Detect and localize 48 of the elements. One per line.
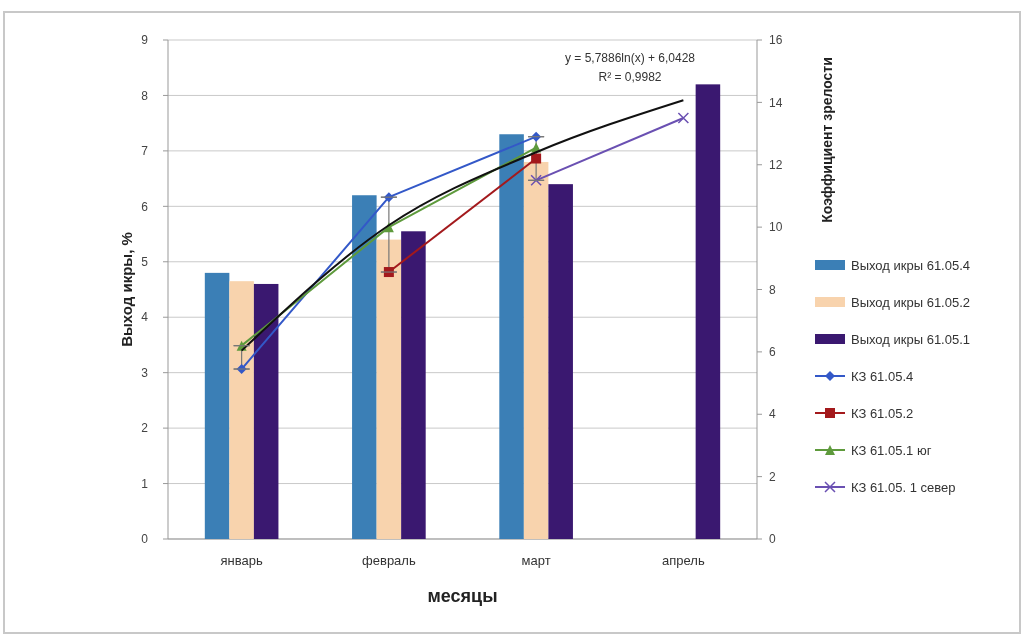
bar bbox=[548, 184, 573, 539]
legend-label: КЗ 61.05.4 bbox=[851, 368, 914, 384]
legend-label: Выход икры 61.05.2 bbox=[851, 294, 971, 310]
y2-tick-label: 4 bbox=[769, 407, 776, 422]
legend-label: Выход икры 61.05.1 bbox=[851, 331, 971, 347]
bar bbox=[352, 195, 377, 539]
legend-label: КЗ 61.05.2 bbox=[851, 405, 914, 421]
bar bbox=[376, 239, 402, 539]
y-tick-label: 1 bbox=[141, 476, 149, 491]
y-tick-label: 7 bbox=[141, 144, 149, 159]
bar bbox=[229, 281, 254, 539]
y2-tick-label: 0 bbox=[769, 532, 776, 547]
y2-tick-label: 6 bbox=[769, 345, 776, 360]
y2-tick-label: 14 bbox=[769, 95, 783, 110]
bar bbox=[204, 272, 230, 539]
annotation: R² = 0,9982 bbox=[598, 70, 662, 84]
legend-label: КЗ 61.05. 1 север bbox=[851, 479, 956, 495]
bar bbox=[499, 134, 524, 539]
y-tick-label: 9 bbox=[141, 33, 149, 48]
bar bbox=[695, 84, 721, 539]
legend-label: КЗ 61.05.1 юг bbox=[851, 442, 932, 458]
y2-tick-label: 2 bbox=[769, 469, 776, 484]
point bbox=[530, 174, 542, 187]
y2-tick-label: 8 bbox=[769, 282, 776, 297]
x-tick-label: февраль bbox=[362, 553, 416, 568]
y-tick-label: 8 bbox=[141, 88, 149, 103]
x-tick-label: апрель bbox=[662, 553, 705, 568]
y-axis-title: Выход икры, % bbox=[118, 232, 135, 347]
y2-axis-title: Коэффициент зрелости bbox=[819, 57, 835, 223]
bar bbox=[523, 161, 549, 539]
x-tick-label: март bbox=[521, 553, 551, 568]
legend-label: Выход икры 61.05.4 bbox=[851, 257, 971, 273]
y-tick-label: 2 bbox=[141, 421, 149, 436]
bar bbox=[401, 231, 426, 539]
y-tick-label: 5 bbox=[141, 254, 149, 269]
x-axis-title: месяцы bbox=[427, 586, 498, 606]
y-tick-label: 6 bbox=[141, 199, 149, 214]
bar bbox=[253, 283, 279, 539]
y2-tick-label: 16 bbox=[769, 33, 783, 48]
point bbox=[677, 112, 690, 124]
x-tick-label: январь bbox=[220, 553, 263, 568]
annotation: y = 5,7886ln(x) + 6,0428 bbox=[564, 51, 696, 65]
y-tick-label: 0 bbox=[141, 532, 149, 547]
y2-tick-label: 10 bbox=[769, 220, 783, 235]
y-tick-label: 4 bbox=[141, 310, 149, 325]
point bbox=[531, 153, 542, 164]
y-tick-label: 3 bbox=[141, 365, 149, 380]
y2-tick-label: 12 bbox=[769, 157, 783, 172]
